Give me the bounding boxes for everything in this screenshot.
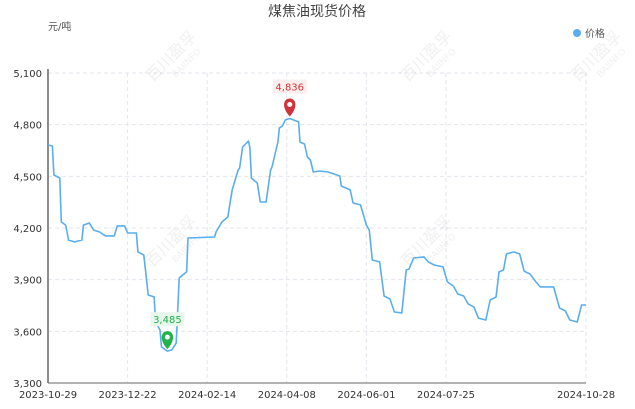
annotations: 4,836 3,485 <box>150 79 307 350</box>
y-tick-label: 5,100 <box>13 69 42 80</box>
chart-title: 煤焦油现货价格 <box>268 3 366 20</box>
x-tick-label: 2024-10-28 <box>557 390 615 401</box>
y-tick-label: 3,300 <box>13 379 42 390</box>
series-price <box>47 117 586 352</box>
x-tick-label: 2024-06-01 <box>337 390 395 401</box>
y-tick-label: 3,900 <box>13 276 42 287</box>
pin-icon <box>284 98 296 117</box>
pin-icon <box>161 331 174 350</box>
grid <box>47 72 587 384</box>
x-tick-label: 2024-02-14 <box>178 390 236 401</box>
legend[interactable]: 价格 <box>573 27 605 40</box>
pin-hole <box>164 334 170 340</box>
x-tick-label: 2023-10-29 <box>19 390 77 401</box>
legend-label: 价格 <box>585 27 605 40</box>
price-line <box>47 117 586 352</box>
label-box <box>150 312 185 327</box>
y-tick-label: 3,600 <box>13 327 42 338</box>
label-box <box>272 79 307 94</box>
y-axis-unit: 元/吨 <box>48 20 71 33</box>
min-label: 3,485 <box>153 315 182 326</box>
y-tick-label: 4,500 <box>13 172 42 183</box>
x-tick-label: 2024-07-25 <box>417 390 475 401</box>
x-tick-label: 2023-12-22 <box>99 390 157 401</box>
y-tick-label: 4,200 <box>13 224 42 235</box>
axes: 3,300 3,600 3,900 4,200 4,500 4,800 5,100 2023-… <box>13 69 615 401</box>
min-marker: 3,485 <box>150 312 185 350</box>
pin-hole <box>287 101 293 107</box>
x-tick-label: 2024-04-08 <box>258 390 316 401</box>
max-marker: 4,836 <box>272 79 307 117</box>
legend-marker <box>573 29 581 37</box>
max-label: 4,836 <box>275 82 304 93</box>
y-tick-label: 4,800 <box>13 121 42 132</box>
